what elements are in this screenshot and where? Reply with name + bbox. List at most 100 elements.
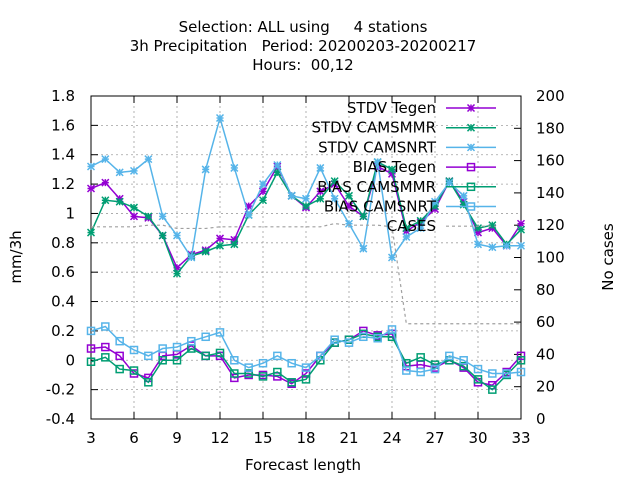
data-point (230, 373, 239, 383)
data-point (344, 219, 354, 228)
legend-label: STDV Tegen (347, 99, 436, 117)
legend-marker (466, 182, 476, 192)
series-2 (86, 113, 526, 262)
data-point (287, 378, 296, 387)
x-tick-label: 21 (339, 429, 358, 447)
series-line (90, 325, 522, 375)
series-6 (91, 222, 521, 325)
x-tick-label: 3 (86, 429, 96, 447)
y-tick-label: 0.2 (51, 322, 75, 340)
data-point (359, 212, 368, 221)
data-point (101, 178, 110, 187)
series-5 (86, 322, 526, 378)
data-point (244, 363, 253, 372)
data-point (502, 241, 511, 250)
data-point (101, 196, 110, 205)
data-point (101, 353, 110, 362)
data-point (230, 240, 239, 249)
data-point (373, 334, 382, 343)
data-point (330, 177, 339, 186)
data-point (344, 191, 354, 200)
y-tick-label: -0.2 (46, 381, 75, 399)
data-point (230, 369, 239, 378)
data-point (459, 361, 468, 371)
data-point (316, 163, 325, 172)
data-point (201, 332, 210, 342)
data-point (301, 194, 311, 203)
data-point (473, 364, 483, 374)
x-tick-label: 24 (382, 429, 401, 447)
data-point (201, 247, 210, 256)
x-tick-label: 15 (253, 429, 272, 447)
data-point (101, 322, 110, 331)
data-point (86, 344, 96, 353)
data-point (115, 336, 124, 346)
y2-tick-label: 100 (536, 249, 565, 267)
data-point (430, 197, 440, 206)
data-point (402, 224, 411, 233)
data-point (516, 241, 526, 250)
data-point (316, 187, 325, 196)
data-point (316, 194, 325, 203)
data-point (129, 203, 139, 212)
legend-label: BIAS CAMSNRT (324, 198, 437, 216)
data-point (459, 191, 468, 200)
data-point (488, 369, 497, 378)
data-point (144, 378, 153, 387)
data-point (416, 353, 425, 362)
data-point (273, 367, 282, 377)
series-layer (86, 113, 526, 394)
data-point (101, 155, 110, 164)
x-tick-label: 12 (210, 429, 229, 447)
data-point (172, 342, 182, 352)
data-point (144, 155, 153, 164)
data-point (516, 367, 526, 377)
data-point (430, 364, 440, 374)
data-point (86, 357, 96, 366)
data-point (86, 162, 96, 171)
y2-tick-label: 160 (536, 152, 565, 170)
y2-tick-label: 40 (536, 345, 555, 363)
data-point (158, 231, 167, 240)
legend-marker (466, 202, 476, 211)
y-tick-label: 1.6 (51, 116, 75, 134)
data-point (115, 197, 124, 206)
data-point (244, 369, 253, 378)
data-point (215, 241, 225, 250)
y2-tick-label: 200 (536, 87, 565, 105)
y-tick-label: 1.8 (51, 87, 75, 105)
x-tick-label: 18 (296, 429, 315, 447)
data-point (172, 269, 182, 278)
data-point (158, 356, 167, 365)
legend-marker (466, 103, 476, 113)
data-point (387, 165, 397, 174)
series-line (91, 222, 521, 325)
data-point (287, 358, 296, 368)
data-point (488, 385, 497, 394)
data-point (402, 232, 411, 241)
x-tick-label: 6 (129, 429, 139, 447)
series-line (90, 333, 522, 391)
data-point (172, 231, 182, 240)
x-tick-label: 33 (511, 429, 530, 447)
data-point (301, 363, 311, 372)
data-point (344, 338, 354, 347)
data-point (258, 372, 268, 381)
data-point (86, 184, 96, 193)
y2-tick-label: 180 (536, 119, 565, 137)
legend-label: BIAS Tegen (353, 158, 436, 176)
data-point (301, 375, 311, 384)
y2-axis-label: No cases (599, 223, 617, 291)
data-point (129, 166, 139, 175)
data-point (330, 194, 339, 203)
data-point (86, 228, 96, 237)
x-tick-label: 9 (172, 429, 182, 447)
chart-title-line-2: 3h Precipitation Period: 20200203-202002… (130, 37, 477, 55)
data-point (445, 351, 454, 361)
data-point (516, 356, 526, 365)
data-point (144, 212, 153, 221)
data-point (488, 243, 497, 252)
data-point (215, 234, 225, 243)
